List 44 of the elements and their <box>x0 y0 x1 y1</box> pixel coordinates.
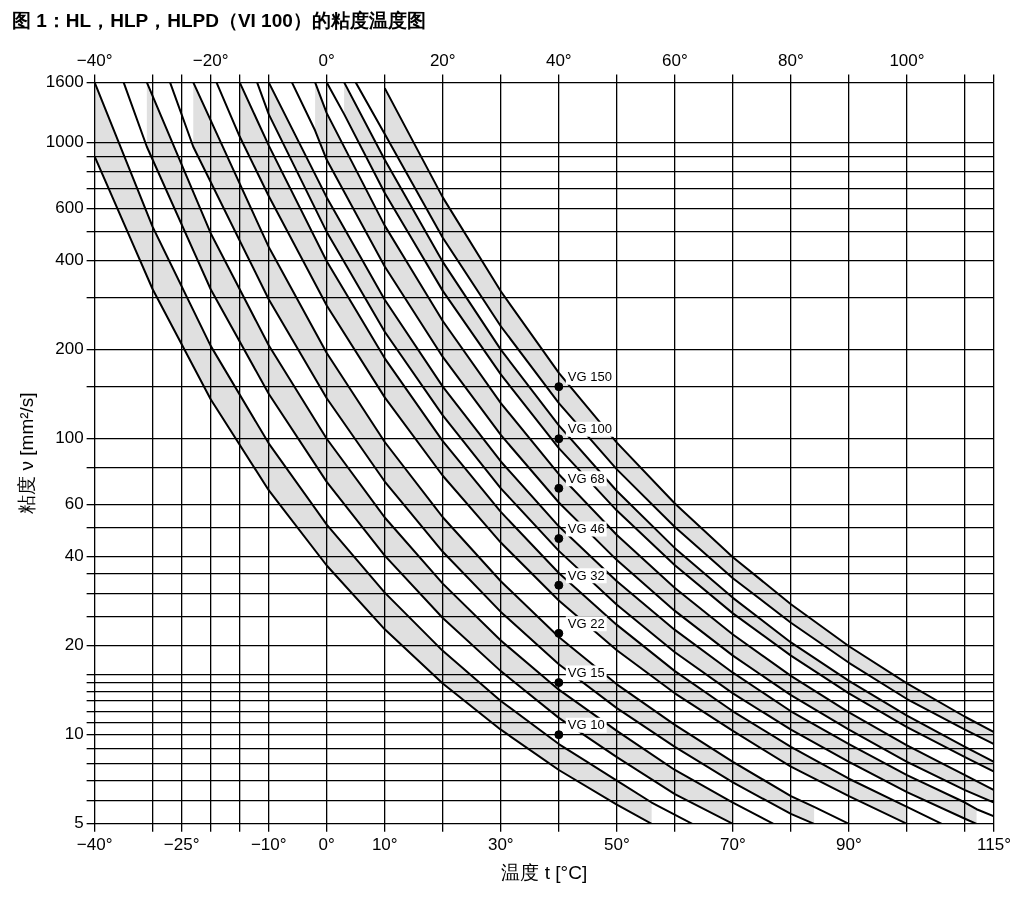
x2-tick-label: −20° <box>192 50 229 70</box>
series-label: VG 46 <box>567 521 605 537</box>
series-label: VG 32 <box>567 567 605 583</box>
y-tick-label: 400 <box>55 250 84 270</box>
x2-tick-label: 100° <box>889 50 925 70</box>
x-tick-label: 0° <box>318 834 335 854</box>
x2-tick-label: 80° <box>778 50 804 70</box>
series-label: VG 68 <box>567 470 605 486</box>
x2-tick-label: 60° <box>662 50 688 70</box>
x-tick-label: 30° <box>487 834 514 854</box>
y-tick-label: 60 <box>64 494 84 514</box>
series-label: VG 15 <box>567 665 605 681</box>
x-tick-label: 90° <box>836 834 862 854</box>
series-label: VG 22 <box>567 615 605 631</box>
x2-tick-label: 0° <box>318 50 335 70</box>
x-tick-label: 10° <box>371 834 398 854</box>
x2-tick-label: −40° <box>76 50 113 70</box>
y-axis-title: 粘度 ν [mm²/s] <box>15 392 37 514</box>
y-tick-label: 10 <box>64 724 84 744</box>
y-tick-label: 200 <box>55 339 84 359</box>
series-label: VG 150 <box>567 369 612 385</box>
series-label: VG 10 <box>567 717 605 733</box>
point <box>554 628 564 638</box>
x-tick-label: −25° <box>163 834 200 854</box>
y-tick-label: 100 <box>55 428 84 448</box>
series-label: VG 100 <box>567 421 612 437</box>
y-tick-label: 600 <box>55 198 84 218</box>
y-tick-label: 20 <box>64 635 84 655</box>
x-tick-label: 50° <box>603 834 630 854</box>
point <box>554 483 564 493</box>
y-tick-label: 1000 <box>45 132 84 152</box>
point <box>554 534 564 544</box>
y-tick-label: 1600 <box>45 72 84 92</box>
x-axis-title: 温度 t [°C] <box>501 861 588 883</box>
x-tick-label: 70° <box>720 834 746 854</box>
x-tick-label: −10° <box>250 834 287 854</box>
x2-tick-label: 40° <box>545 50 572 70</box>
chart-title: 图 1：HL，HLP，HLPD（VI 100）的粘度温度图 <box>12 9 427 33</box>
x-tick-label: −40° <box>76 834 113 854</box>
x2-tick-label: 20° <box>429 50 456 70</box>
y-tick-label: 40 <box>64 546 84 566</box>
y-tick-label: 5 <box>74 813 84 833</box>
x-tick-label: 115° <box>977 834 1011 854</box>
point <box>554 580 564 590</box>
